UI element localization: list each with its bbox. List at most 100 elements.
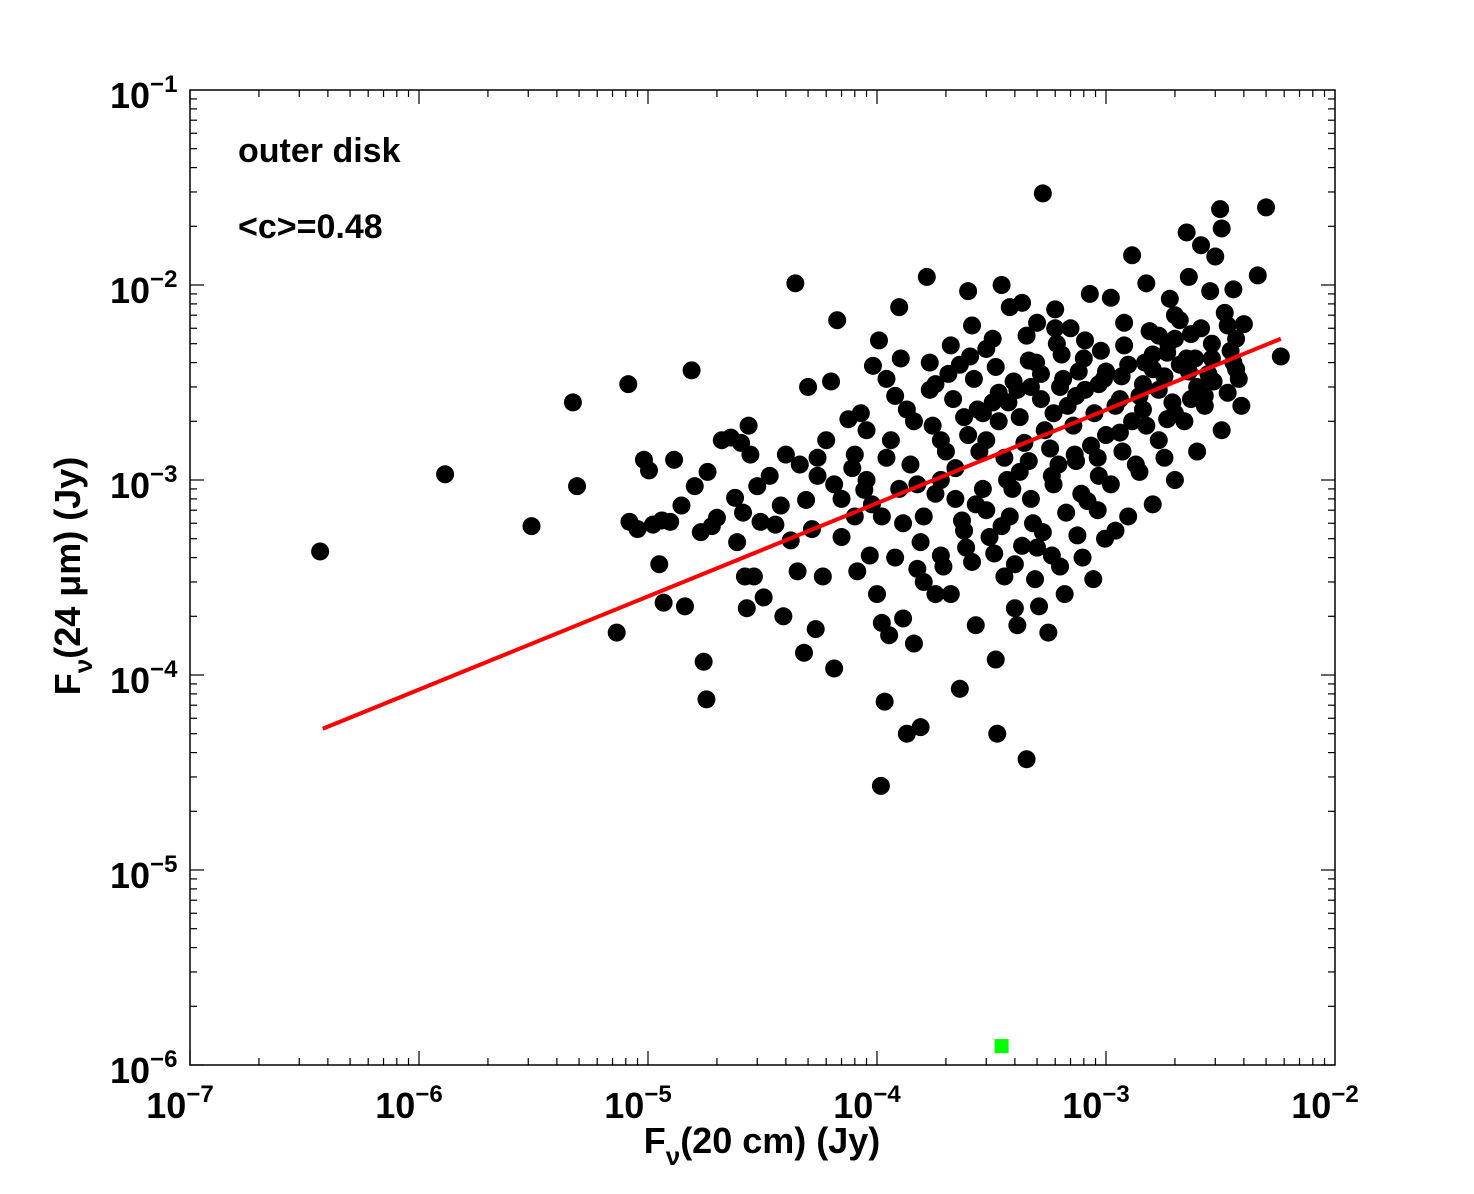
y-tick-label: 10−2	[110, 266, 177, 311]
x-tick-labels: 10−7 10−6 10−5 10−4 10−3 10−2	[146, 1081, 1358, 1126]
data-point	[995, 567, 1014, 586]
data-point	[1155, 448, 1174, 467]
data-point	[1212, 219, 1231, 238]
data-point	[675, 597, 694, 616]
data-point	[786, 274, 805, 293]
data-point	[1101, 288, 1120, 307]
data-point	[1119, 507, 1138, 526]
data-point	[848, 562, 867, 581]
data-point	[672, 496, 691, 515]
data-point	[741, 445, 760, 464]
data-point	[813, 567, 832, 586]
data-point	[1044, 404, 1063, 423]
data-point	[1031, 390, 1050, 409]
y-axis-title: Fν(24 μm) (Jy)	[47, 457, 98, 696]
data-point	[1181, 390, 1200, 409]
y-tick-label: 10−1	[110, 71, 177, 116]
data-point	[868, 585, 886, 604]
data-point	[1021, 377, 1040, 396]
data-point	[1042, 466, 1061, 485]
data-point	[1089, 375, 1108, 394]
data-point	[639, 461, 658, 480]
data-point	[1112, 367, 1131, 386]
data-point	[1041, 439, 1060, 458]
data-point	[963, 552, 982, 571]
data-point	[1030, 597, 1049, 616]
data-point	[914, 572, 933, 591]
data-point	[1021, 489, 1040, 508]
data-point	[790, 455, 809, 474]
data-point	[1149, 431, 1168, 450]
data-point	[977, 431, 996, 450]
data-point	[1028, 538, 1047, 557]
data-point	[1028, 313, 1047, 332]
data-point	[1080, 284, 1099, 303]
data-point	[748, 477, 767, 496]
x-tick-label: 10−3	[1062, 1081, 1129, 1126]
axis-ticks	[189, 90, 1335, 1066]
data-point	[877, 448, 896, 467]
x-tick-label: 10−7	[146, 1081, 213, 1126]
data-point	[934, 557, 953, 576]
data-point	[1201, 282, 1220, 301]
data-point	[1055, 585, 1074, 604]
data-point	[901, 455, 920, 474]
data-point	[914, 507, 933, 526]
y-axis-title-main: F	[47, 673, 88, 695]
data-point	[980, 528, 999, 547]
data-point	[774, 607, 793, 626]
annotation-mean-c: <c>=0.48	[238, 208, 383, 246]
data-point	[959, 282, 978, 301]
data-point	[1137, 416, 1156, 435]
data-point	[1084, 570, 1103, 589]
data-point	[950, 355, 969, 374]
data-point	[992, 517, 1011, 536]
data-point	[1126, 455, 1145, 474]
data-point	[754, 588, 773, 607]
data-point	[1078, 492, 1097, 511]
data-point	[950, 679, 969, 698]
data-point	[682, 361, 701, 380]
data-point	[1046, 300, 1065, 319]
data-point	[1039, 623, 1058, 642]
data-point	[1188, 442, 1207, 461]
data-point	[1065, 445, 1084, 464]
data-point	[1248, 266, 1267, 285]
data-point	[1017, 326, 1036, 345]
data-point	[1026, 570, 1045, 589]
data-point	[857, 471, 876, 489]
data-point	[1061, 319, 1080, 338]
data-point	[860, 546, 879, 565]
data-point	[1135, 353, 1154, 372]
data-point	[986, 650, 1005, 669]
data-point	[1073, 548, 1092, 567]
fit-line	[322, 336, 1282, 731]
data-point	[795, 643, 814, 662]
data-point	[832, 489, 851, 508]
data-point	[728, 533, 747, 552]
data-point	[619, 375, 638, 394]
data-point	[661, 512, 680, 531]
data-point	[1057, 503, 1076, 522]
data-point	[881, 431, 900, 450]
data-point	[1076, 331, 1095, 350]
data-point	[1068, 526, 1087, 545]
data-point	[1110, 423, 1129, 442]
data-point	[568, 477, 587, 496]
data-point	[1224, 280, 1243, 299]
data-point	[1165, 306, 1184, 325]
data-point	[894, 514, 913, 533]
data-point	[1181, 325, 1200, 344]
data-point	[931, 431, 950, 450]
data-point	[1257, 198, 1276, 217]
data-point	[1137, 274, 1156, 293]
data-point	[1234, 315, 1253, 334]
data-point	[890, 298, 909, 317]
data-point	[1096, 529, 1115, 548]
data-point	[843, 459, 862, 478]
x-tick-label: 10−2	[1291, 1081, 1358, 1126]
data-point	[734, 503, 753, 522]
data-point	[1165, 471, 1184, 489]
data-point	[946, 489, 965, 508]
data-point	[1115, 336, 1134, 355]
